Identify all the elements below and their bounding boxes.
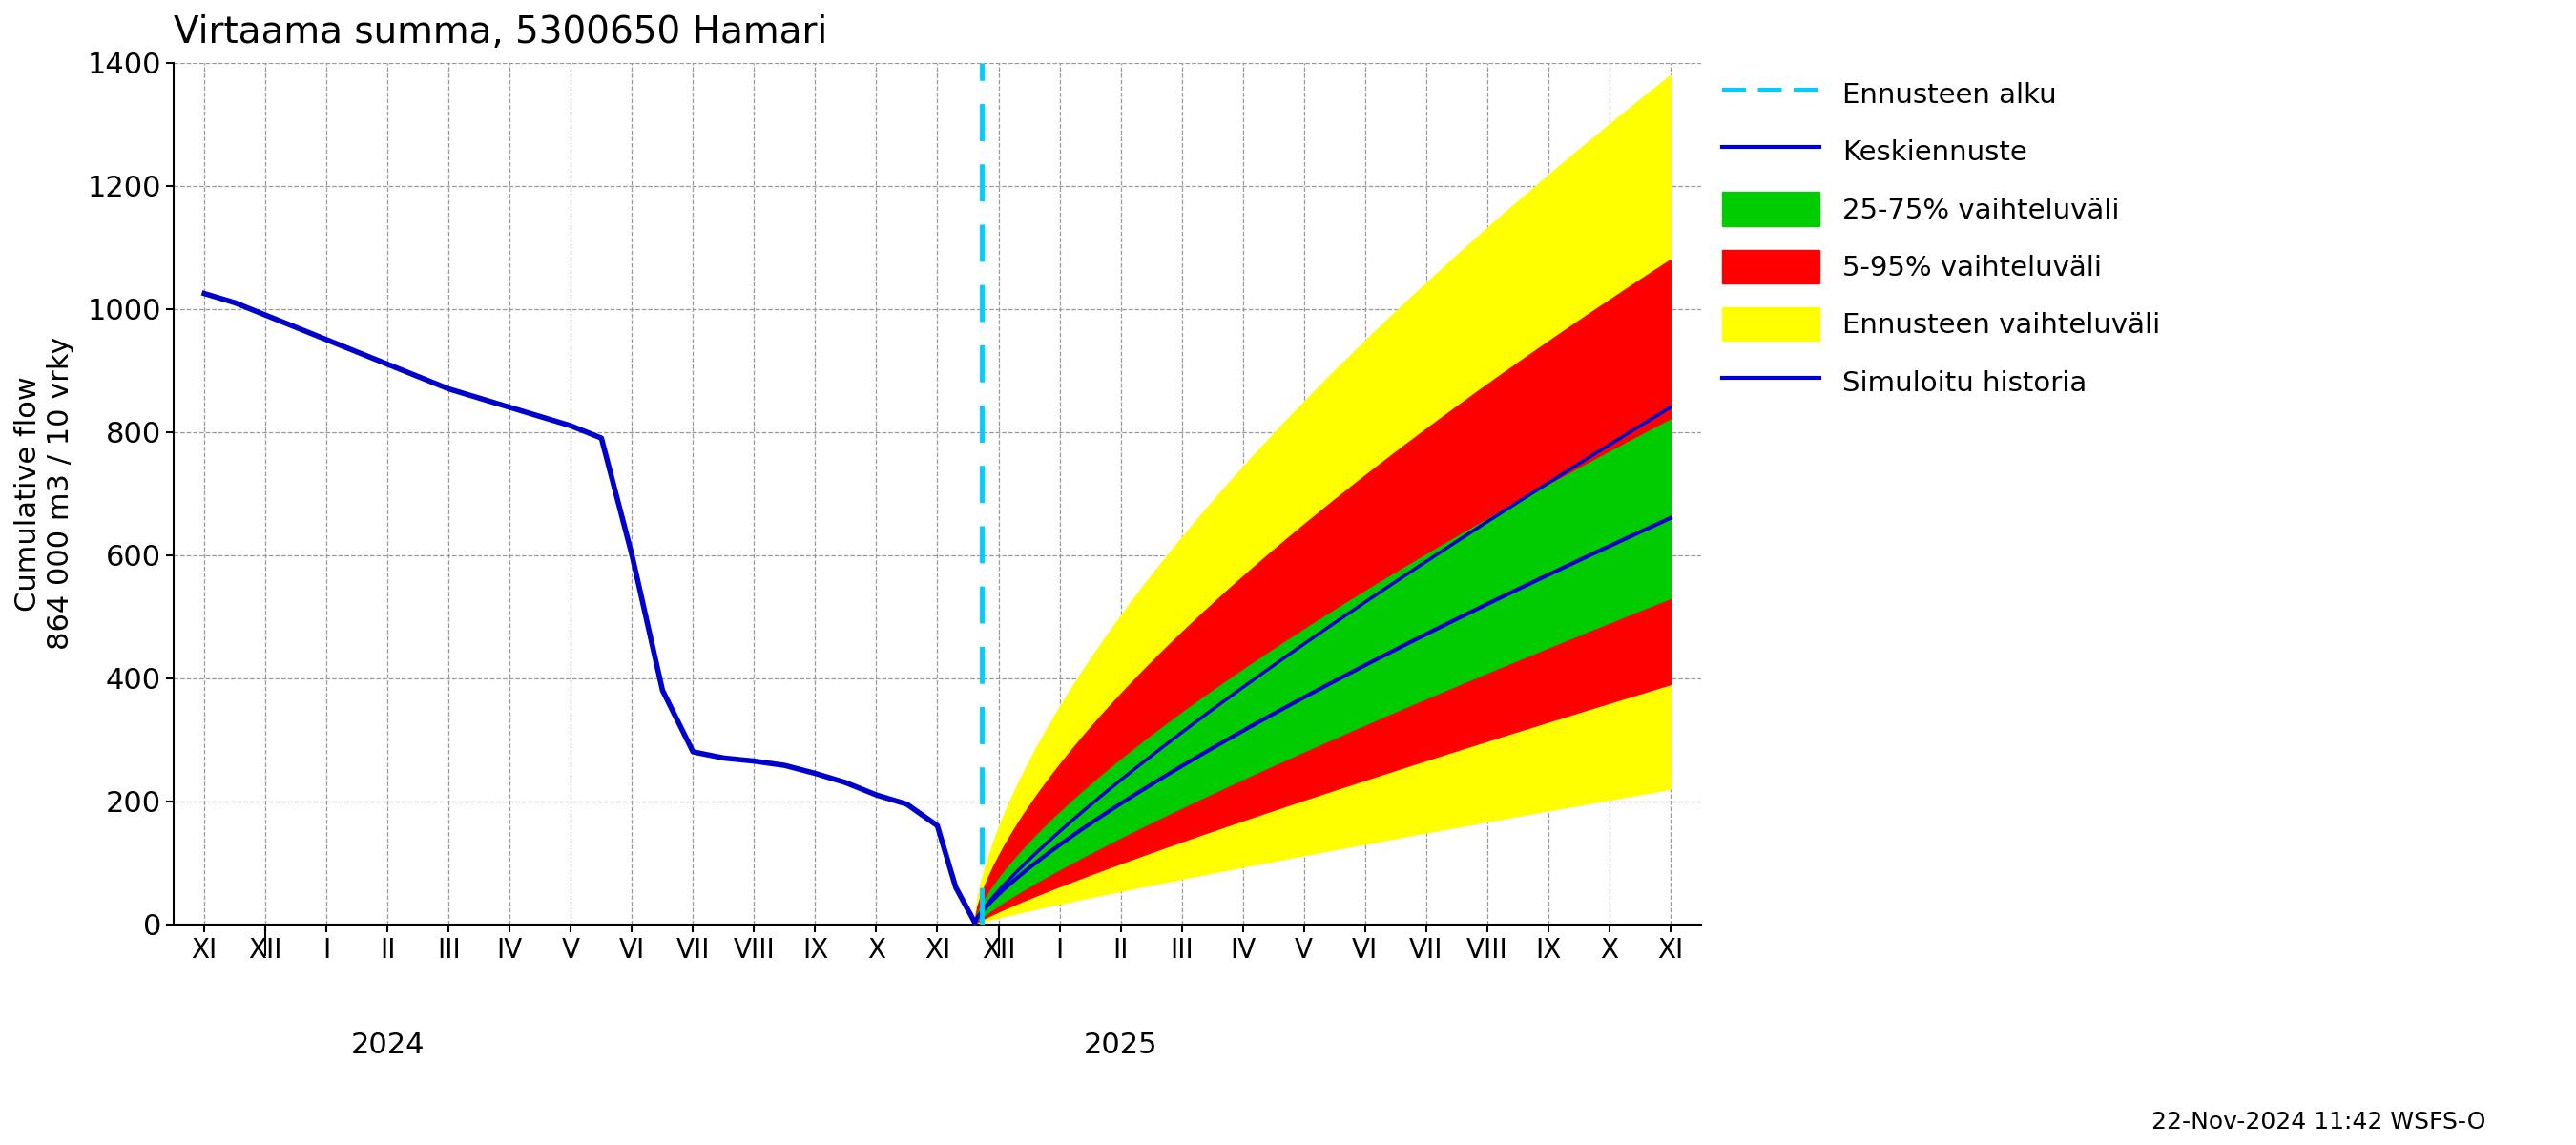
Legend: Ennusteen alku, Keskiennuste, 25-75% vaihteluväli, 5-95% vaihteluväli, Ennusteen: Ennusteen alku, Keskiennuste, 25-75% vai… [1723, 77, 2161, 398]
Text: 2024: 2024 [350, 1032, 425, 1059]
Text: Virtaama summa, 5300650 Hamari: Virtaama summa, 5300650 Hamari [173, 14, 827, 50]
Text: 2025: 2025 [1084, 1032, 1157, 1059]
Text: 22-Nov-2024 11:42 WSFS-O: 22-Nov-2024 11:42 WSFS-O [2151, 1111, 2486, 1134]
Y-axis label: Cumulative flow
864 000 m3 / 10 vrky: Cumulative flow 864 000 m3 / 10 vrky [15, 337, 75, 650]
